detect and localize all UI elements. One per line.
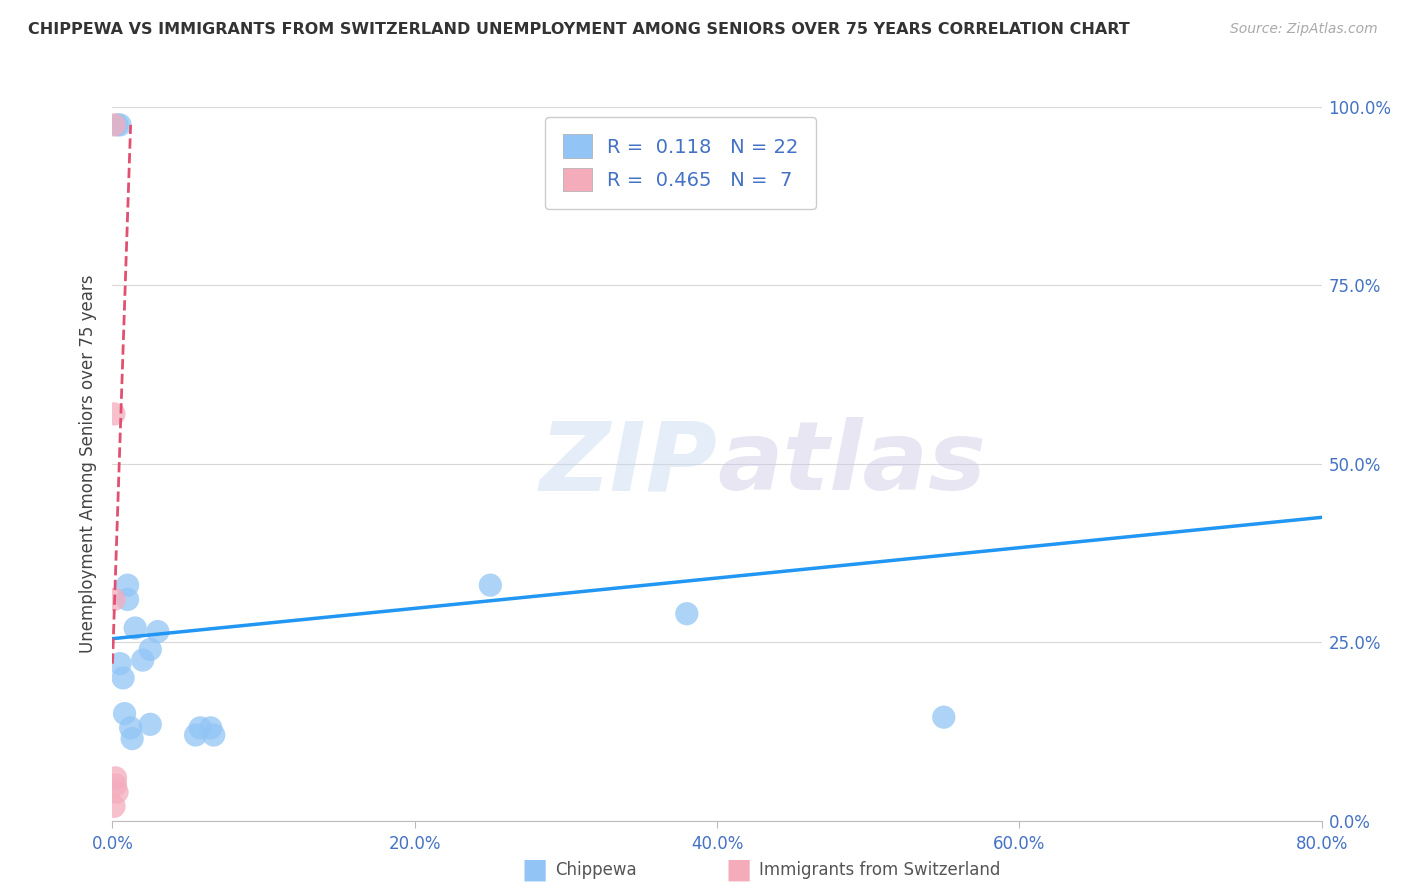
Point [188,721,211,735]
Point [139,642,162,657]
Point [112,671,135,685]
Point [124,621,146,635]
Point [146,624,169,639]
Text: Immigrants from Switzerland: Immigrants from Switzerland [759,861,1001,879]
Point [675,607,697,621]
Point [117,578,139,592]
Y-axis label: Unemployment Among Seniors over 75 years: Unemployment Among Seniors over 75 years [79,275,97,653]
Text: ■: ■ [522,855,547,884]
Point [105,785,128,799]
Point [932,710,955,724]
Point [108,657,131,671]
Point [104,771,127,785]
Point [200,721,222,735]
Point [184,728,207,742]
Point [479,578,502,592]
Point [103,592,125,607]
Text: Source: ZipAtlas.com: Source: ZipAtlas.com [1230,22,1378,37]
Point [105,118,128,132]
Point [139,717,162,731]
Point [121,731,143,746]
Text: Chippewa: Chippewa [555,861,637,879]
Point [132,653,155,667]
Point [120,721,142,735]
Point [114,706,136,721]
Legend: R =  0.118   N = 22, R =  0.465   N =  7: R = 0.118 N = 22, R = 0.465 N = 7 [546,117,817,209]
Text: ■: ■ [725,855,751,884]
Point [117,592,139,607]
Point [108,118,131,132]
Point [104,778,127,792]
Point [103,407,125,421]
Text: ZIP: ZIP [538,417,717,510]
Point [202,728,225,742]
Text: CHIPPEWA VS IMMIGRANTS FROM SWITZERLAND UNEMPLOYMENT AMONG SENIORS OVER 75 YEARS: CHIPPEWA VS IMMIGRANTS FROM SWITZERLAND … [28,22,1130,37]
Point [103,118,125,132]
Text: atlas: atlas [717,417,986,510]
Point [103,799,125,814]
